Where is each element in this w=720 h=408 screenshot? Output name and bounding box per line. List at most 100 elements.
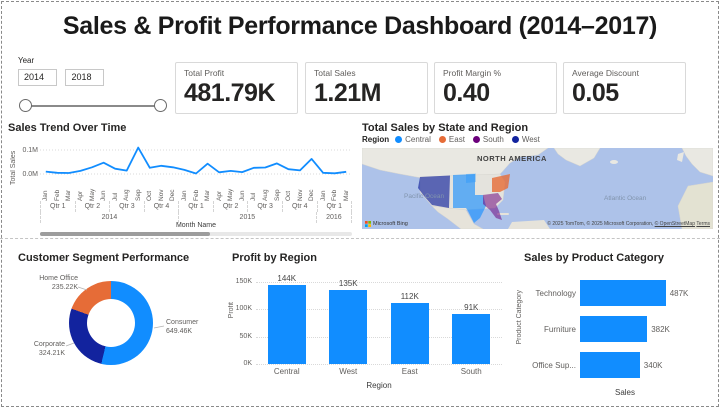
- month-text: May: [227, 188, 235, 201]
- x-axis-quarter-label: Qtr 2: [214, 201, 249, 212]
- bar-central[interactable]: [267, 285, 306, 364]
- microsoft-logo-icon: [365, 221, 371, 227]
- month-text: Jan: [319, 190, 327, 201]
- chart-scrollbar-thumb[interactable]: [40, 232, 210, 236]
- bar-slot-south: 91K: [441, 303, 503, 364]
- bar-west[interactable]: [329, 290, 368, 364]
- legend-item-central[interactable]: Central: [395, 135, 431, 144]
- legend-title: Region: [362, 135, 390, 144]
- month-text: Feb: [192, 189, 200, 201]
- legend-swatch: [395, 136, 403, 143]
- x-axis-title: Region: [366, 381, 392, 390]
- legend-label: South: [482, 135, 504, 144]
- hbar-office-sup-[interactable]: [580, 352, 640, 378]
- callout-consumer: Consumer 649.46K: [166, 319, 199, 335]
- bing-logo: Microsoft Bing: [365, 221, 408, 227]
- bar-east[interactable]: [390, 302, 429, 364]
- x-axis-title: Month Name: [175, 222, 217, 229]
- card-label: Profit Margin %: [443, 68, 502, 78]
- x-axis-month-label: Sep: [133, 180, 145, 201]
- card-value: 0.40: [443, 79, 490, 107]
- y-axis-tick: 0.0M: [22, 170, 38, 178]
- x-axis-month-label: Sep: [271, 180, 283, 201]
- profit-by-region-chart: Profit by Region Profit 144K 135K 112K 91K …: [228, 246, 508, 402]
- month-text: Sep: [134, 189, 142, 201]
- map-land-europe: [681, 148, 713, 177]
- osm-link[interactable]: © OpenStreetMap: [654, 221, 695, 227]
- chart-title: Sales by Product Category: [524, 252, 664, 264]
- year-from-input[interactable]: [18, 68, 57, 86]
- map-region-west[interactable]: [418, 175, 450, 209]
- map-canvas[interactable]: NORTH AMERICA Pacific Ocean Atlantic Oce…: [362, 148, 713, 229]
- x-axis-title: Sales: [614, 388, 635, 397]
- gridline: [256, 282, 502, 283]
- callout-leader-lines: [65, 286, 165, 347]
- bar-south[interactable]: [452, 314, 491, 364]
- year-to-input[interactable]: [65, 68, 105, 86]
- year-slider-handle-max[interactable]: [154, 99, 167, 112]
- bar-value-label: 91K: [464, 303, 479, 313]
- sales-trend-line[interactable]: [45, 146, 347, 175]
- month-text: Jul: [250, 192, 258, 201]
- y-axis-category-label: Technology: [535, 288, 576, 298]
- card-total-profit: Total Profit 481.79K: [175, 62, 298, 114]
- legend-item-east[interactable]: East: [438, 135, 465, 144]
- x-axis-category-label: West: [339, 367, 358, 376]
- y-axis-tick: 0K: [243, 360, 252, 367]
- map-region-central-light[interactable]: [466, 173, 476, 184]
- month-text: Dec: [308, 189, 316, 201]
- year-slider-handle-min[interactable]: [19, 99, 32, 112]
- chart-title: Customer Segment Performance: [18, 252, 190, 264]
- x-axis-month-label: Jul: [109, 180, 121, 201]
- map-land-greenland: [553, 148, 601, 167]
- x-axis-month-label: Nov: [156, 180, 168, 201]
- map-region-east[interactable]: [492, 174, 510, 192]
- donut-hole: [87, 299, 135, 347]
- legend-item-south[interactable]: South: [472, 135, 504, 144]
- x-axis-year-label: 2014: [40, 212, 179, 223]
- x-axis-month-label: Mar: [63, 180, 75, 201]
- x-axis-month-label: Feb: [329, 180, 341, 201]
- customer-segment-chart: Customer Segment Performance Home Office…: [8, 246, 220, 402]
- map-land-iceland: [610, 160, 618, 164]
- month-text: Aug: [123, 189, 131, 201]
- map-land-south-america: [508, 220, 550, 229]
- bar-value-label: 135K: [338, 279, 358, 289]
- month-text: Jul: [111, 192, 119, 201]
- legend-item-west[interactable]: West: [511, 135, 540, 144]
- x-axis-month-label: Jan: [179, 180, 191, 201]
- x-axis-year-label: 2016: [317, 212, 352, 223]
- month-text: Mar: [65, 189, 73, 201]
- month-text: Jan: [42, 190, 50, 201]
- x-axis-quarter-label: Qtr 4: [283, 201, 318, 212]
- month-text: Feb: [53, 189, 61, 201]
- month-text: May: [88, 188, 96, 201]
- x-axis-quarter-label: Qtr 1: [318, 201, 353, 212]
- x-axis-quarters: Qtr 1 Qtr 2 Qtr 3 Qtr 4 Qtr 1 Qtr 2 Qtr 3 Qtr 4…: [40, 201, 353, 212]
- map-region-south[interactable]: [475, 193, 502, 220]
- map-label-continent: NORTH AMERICA: [477, 154, 547, 163]
- x-axis-month-label: Feb: [190, 180, 202, 201]
- section-divider: [0, 238, 720, 239]
- y-axis-title: Product Category: [516, 290, 523, 345]
- terms-link[interactable]: Terms: [696, 221, 710, 227]
- line-plot-area: [40, 146, 352, 175]
- hbar-technology[interactable]: [580, 280, 666, 306]
- month-text: Dec: [169, 189, 177, 201]
- month-text: Nov: [157, 189, 165, 201]
- year-slider-track[interactable]: [25, 105, 161, 107]
- x-axis-category-label: Central: [273, 367, 300, 376]
- callout-corporate: Corporate 324.21K: [33, 341, 65, 357]
- y-axis-tick: 0.1M: [22, 146, 38, 154]
- page-title: Sales & Profit Performance Dashboard (20…: [62, 12, 658, 40]
- card-value: 0.05: [572, 79, 619, 107]
- chart-scrollbar-track[interactable]: [40, 232, 352, 236]
- map-region-central[interactable]: [453, 174, 486, 223]
- x-axis-months: Jan Feb Mar Apr May Jun Jul Aug Sep Oct Nov Dec Jan F…: [40, 180, 352, 201]
- year-slicer-label: Year: [18, 56, 35, 65]
- x-axis-category-label: East: [401, 367, 418, 376]
- hbar-furniture[interactable]: [580, 316, 648, 342]
- legend-label: West: [521, 135, 540, 144]
- legend-swatch: [438, 136, 446, 143]
- hbar-row: Technology 487K: [528, 280, 712, 306]
